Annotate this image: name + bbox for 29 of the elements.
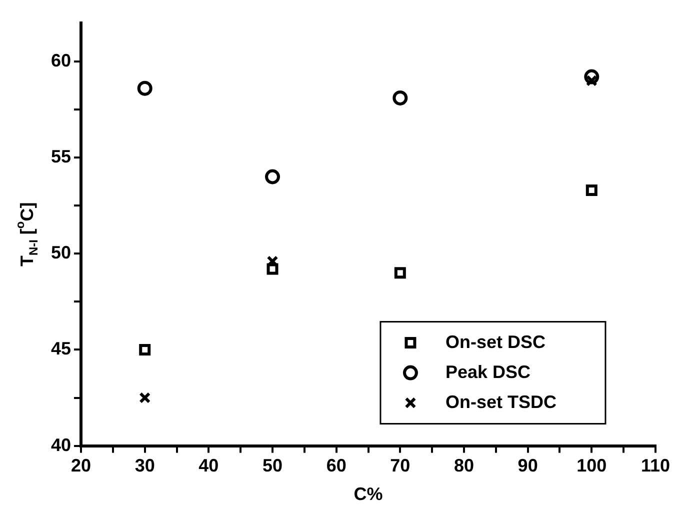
legend-label: On-set TSDC (445, 392, 556, 412)
x-tick-label: 90 (518, 456, 538, 476)
x-tick-label: 110 (640, 456, 670, 476)
point (139, 392, 151, 404)
y-tick-label: 55 (50, 146, 72, 166)
point (139, 344, 151, 356)
x-tick-label: 80 (454, 456, 474, 476)
legend-label: Peak DSC (445, 362, 531, 382)
point (137, 80, 152, 96)
x-tick-label: 30 (134, 456, 155, 476)
y-axis-title: TN-I [oC] (13, 202, 41, 267)
x-tick-label: 60 (326, 456, 346, 476)
y-tick-label: 50 (50, 242, 72, 263)
y-tick-label: 45 (50, 338, 72, 359)
point (584, 69, 600, 84)
x-axis-title: C% (354, 484, 383, 504)
legend-label: On-set DSC (445, 332, 546, 352)
y-tick-label: 60 (50, 50, 72, 70)
x-tick-label: 100 (576, 456, 607, 476)
x-tick-label: 20 (71, 456, 92, 476)
x-tick-label: 70 (390, 456, 410, 476)
y-tick-label: 40 (50, 434, 72, 455)
point (586, 184, 598, 196)
point (266, 263, 278, 275)
point (265, 169, 280, 184)
point (394, 267, 406, 279)
x-tick-label: 40 (198, 456, 219, 476)
point (392, 90, 408, 106)
x-tick-label: 50 (262, 456, 283, 476)
